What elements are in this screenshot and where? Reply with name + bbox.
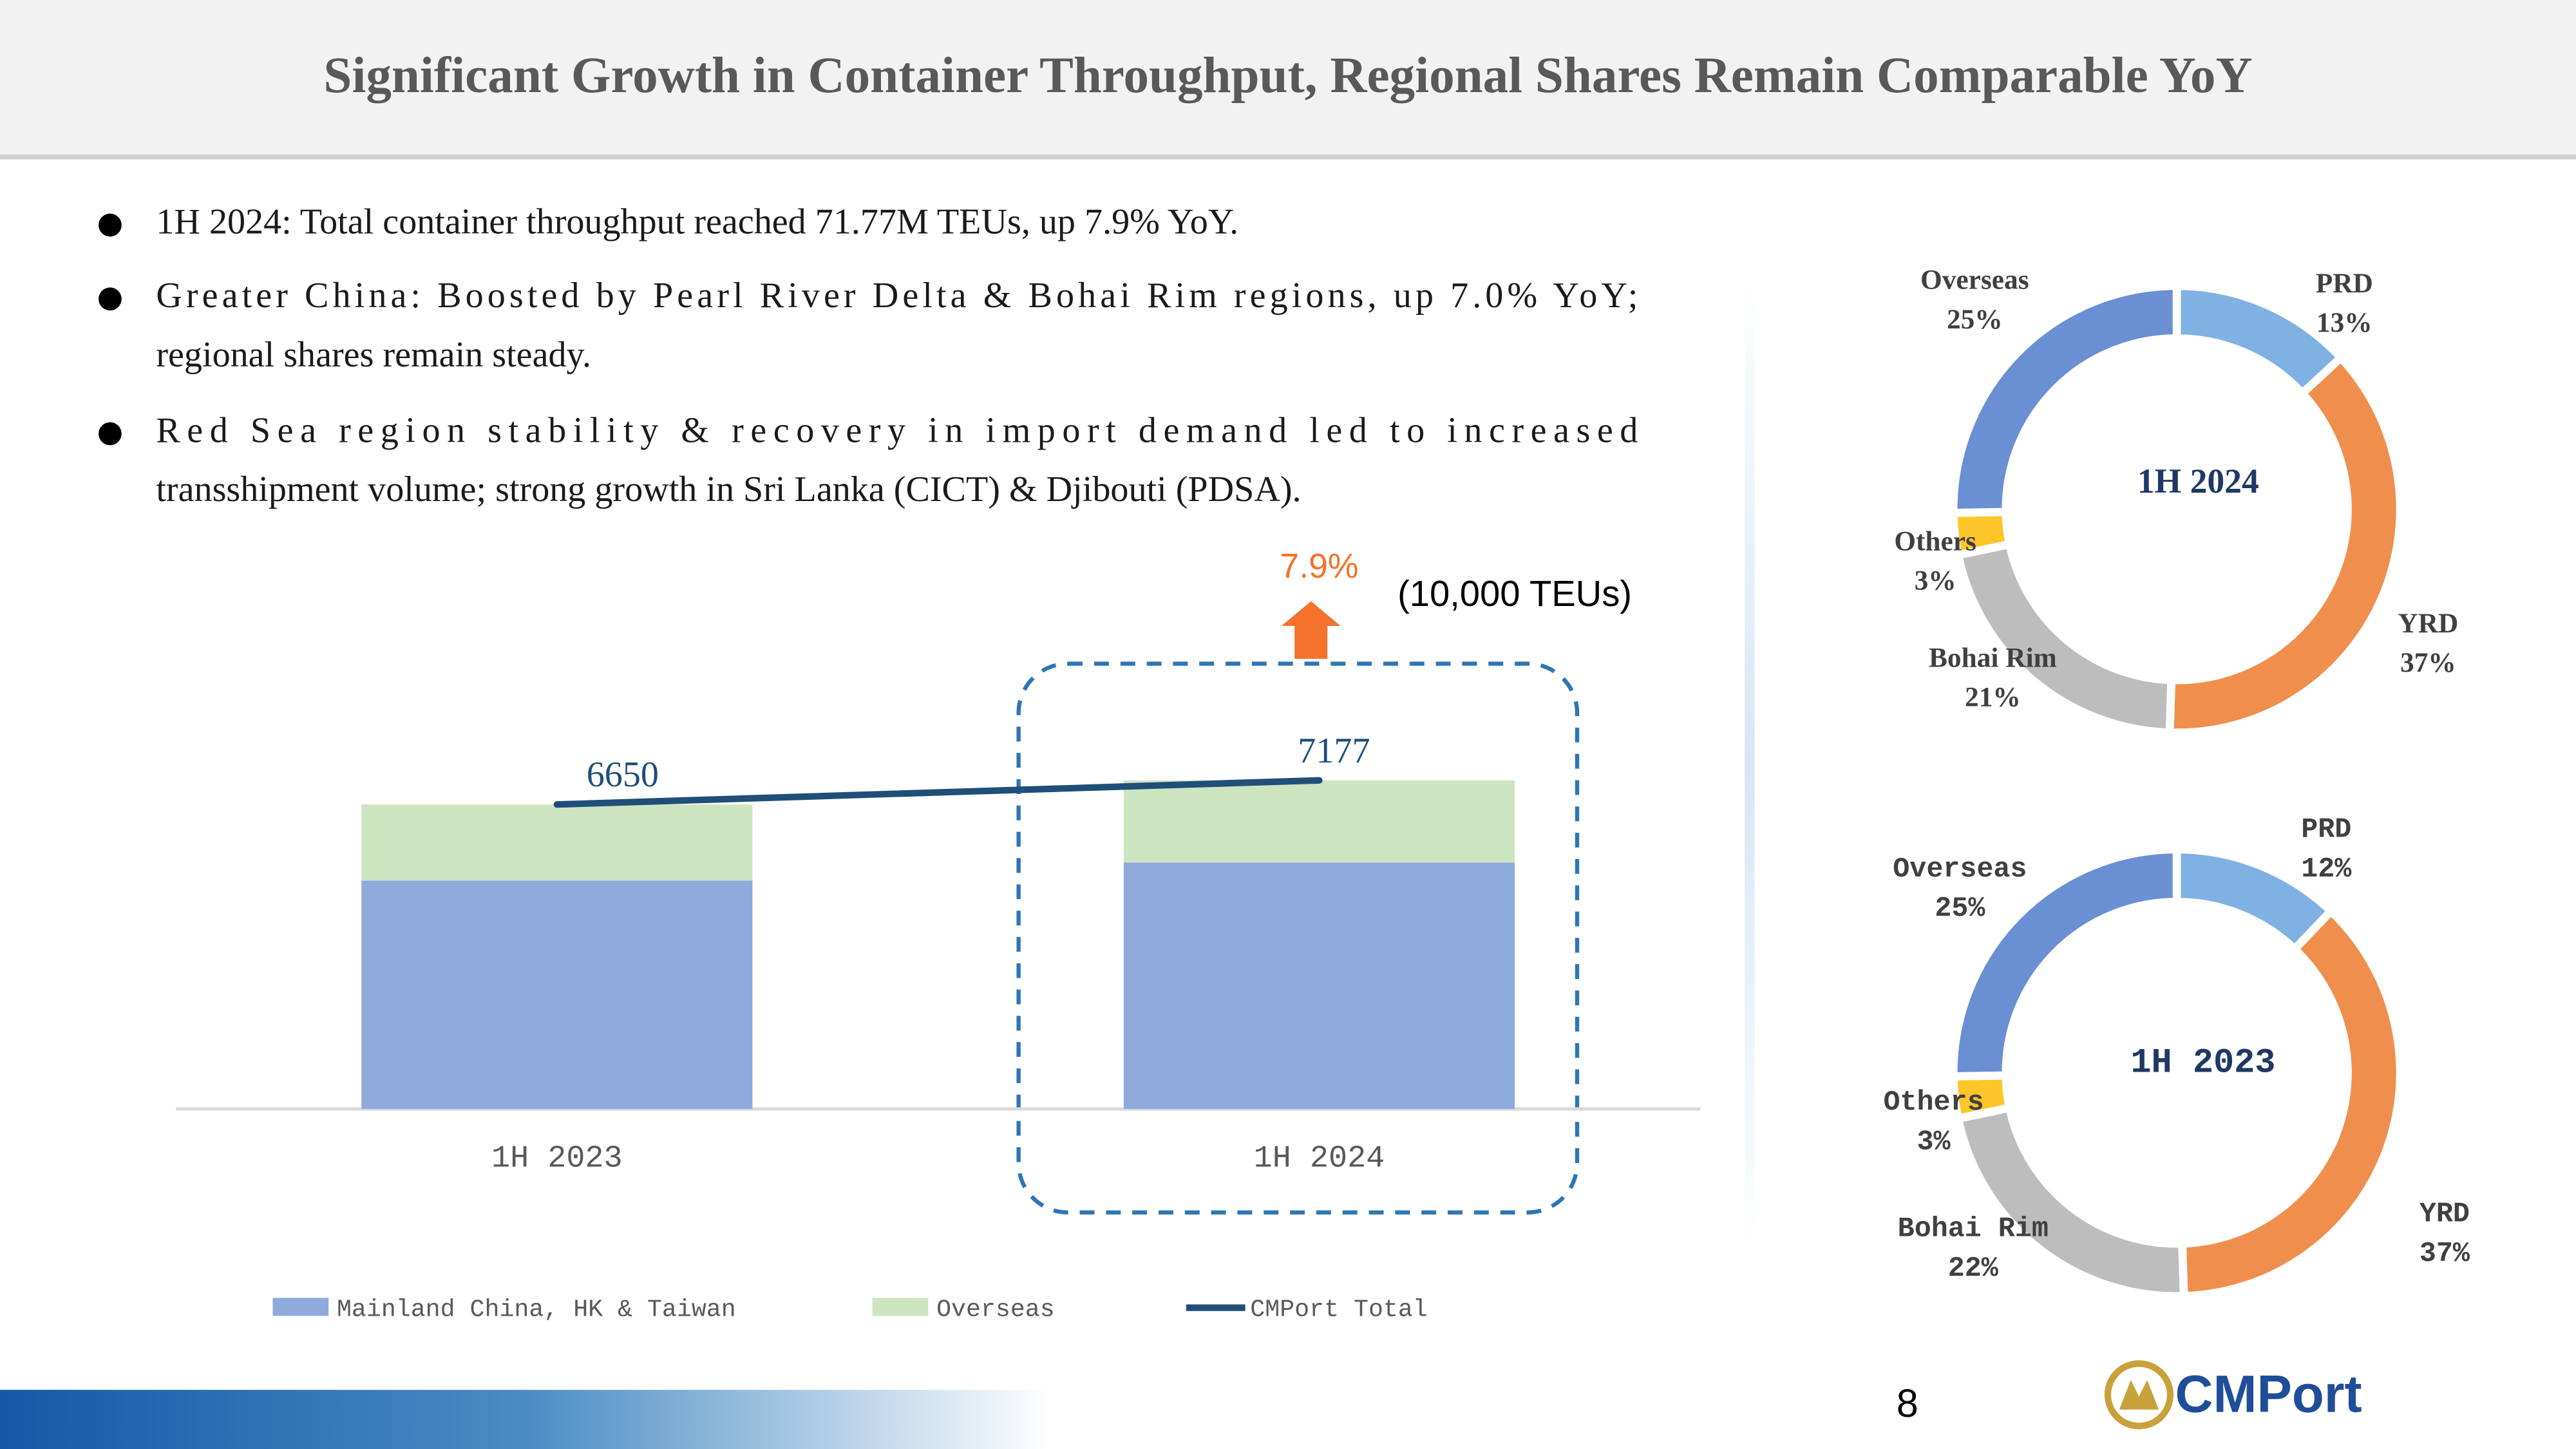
donut-slice <box>2165 352 2405 737</box>
slice-percent: 13% <box>2316 307 2372 338</box>
unit-label: (10,000 TEUs) <box>1397 573 1632 614</box>
donut-title: 1H 2024 <box>2137 462 2259 500</box>
total-line <box>553 777 1323 808</box>
bar-segment <box>1123 862 1515 1109</box>
slice-name: PRD <box>2316 268 2373 299</box>
slice-name: Overseas <box>1920 265 2029 296</box>
slice-name: YRD <box>2398 608 2458 639</box>
donut-slice <box>1949 281 2181 517</box>
header-shadow <box>0 154 2576 160</box>
legend-swatch <box>272 1298 329 1316</box>
bullet-dot <box>99 287 122 311</box>
legend-label: Mainland China, HK & Taiwan <box>337 1296 736 1323</box>
footer-band <box>0 1390 1052 1449</box>
legend-label: CMPort Total <box>1250 1296 1427 1323</box>
bullet-dot <box>99 422 122 446</box>
donut-title: 1H 2023 <box>2130 1044 2275 1083</box>
bar-segment <box>361 880 753 1109</box>
slice-name: Others <box>1894 526 1976 556</box>
slice-name: Overseas <box>1893 854 2027 886</box>
slice-name: PRD <box>2301 815 2351 846</box>
logo-emblem <box>2104 1360 2174 1430</box>
slice-percent: 25% <box>1947 304 2003 335</box>
data-label: 6650 <box>587 755 659 795</box>
highlight-box <box>1016 661 1580 1215</box>
logo: CMPort <box>2104 1360 2362 1430</box>
legend-label: Overseas <box>936 1296 1055 1323</box>
x-tick-label: 1H 2024 <box>1254 1141 1385 1176</box>
header-band <box>0 0 2576 155</box>
bullet-text: 1H 2024: Total container throughput reac… <box>156 202 1238 242</box>
page-number: 8 <box>1897 1381 1918 1425</box>
logo-text: CMPort <box>2175 1365 2362 1423</box>
bullet-text: regional shares remain steady. <box>156 335 591 375</box>
slice-percent: 3% <box>1915 565 1956 596</box>
donut-slice <box>1949 845 2181 1081</box>
logo-emblem-mark <box>2119 1379 2159 1410</box>
growth-arrow <box>1281 601 1341 659</box>
bar-segment <box>1123 780 1515 863</box>
separator <box>1745 279 1755 1249</box>
bullet-text: Red Sea region stability & recovery in i… <box>156 410 1638 450</box>
bullet-dot <box>99 213 122 237</box>
annotation: 7.9% <box>1280 547 1358 585</box>
slice-name: YRD <box>2420 1199 2470 1231</box>
slice-name: Bohai Rim <box>1898 1214 2049 1245</box>
slice-percent: 21% <box>1965 682 2021 713</box>
bar-segment <box>361 804 753 881</box>
bullet-text: transshipment volume; strong growth in S… <box>156 469 1301 509</box>
slice-percent: 22% <box>1948 1253 1999 1285</box>
slide-title: Significant Growth in Container Throughp… <box>323 48 2252 104</box>
bullet-text: Greater China: Boosted by Pearl River De… <box>156 276 1638 316</box>
donut-slice <box>2177 905 2405 1301</box>
x-tick-label: 1H 2023 <box>491 1141 623 1176</box>
slice-percent: 12% <box>2301 854 2352 886</box>
slice-name: Bohai Rim <box>1929 642 2057 673</box>
slice-percent: 37% <box>2420 1238 2470 1270</box>
slice-percent: 25% <box>1935 893 1985 925</box>
slice-percent: 37% <box>2400 647 2456 678</box>
slice-percent: 3% <box>1917 1126 1951 1158</box>
data-label: 7177 <box>1298 731 1370 771</box>
slice-name: Others <box>1883 1087 1984 1119</box>
legend-swatch <box>872 1298 929 1316</box>
